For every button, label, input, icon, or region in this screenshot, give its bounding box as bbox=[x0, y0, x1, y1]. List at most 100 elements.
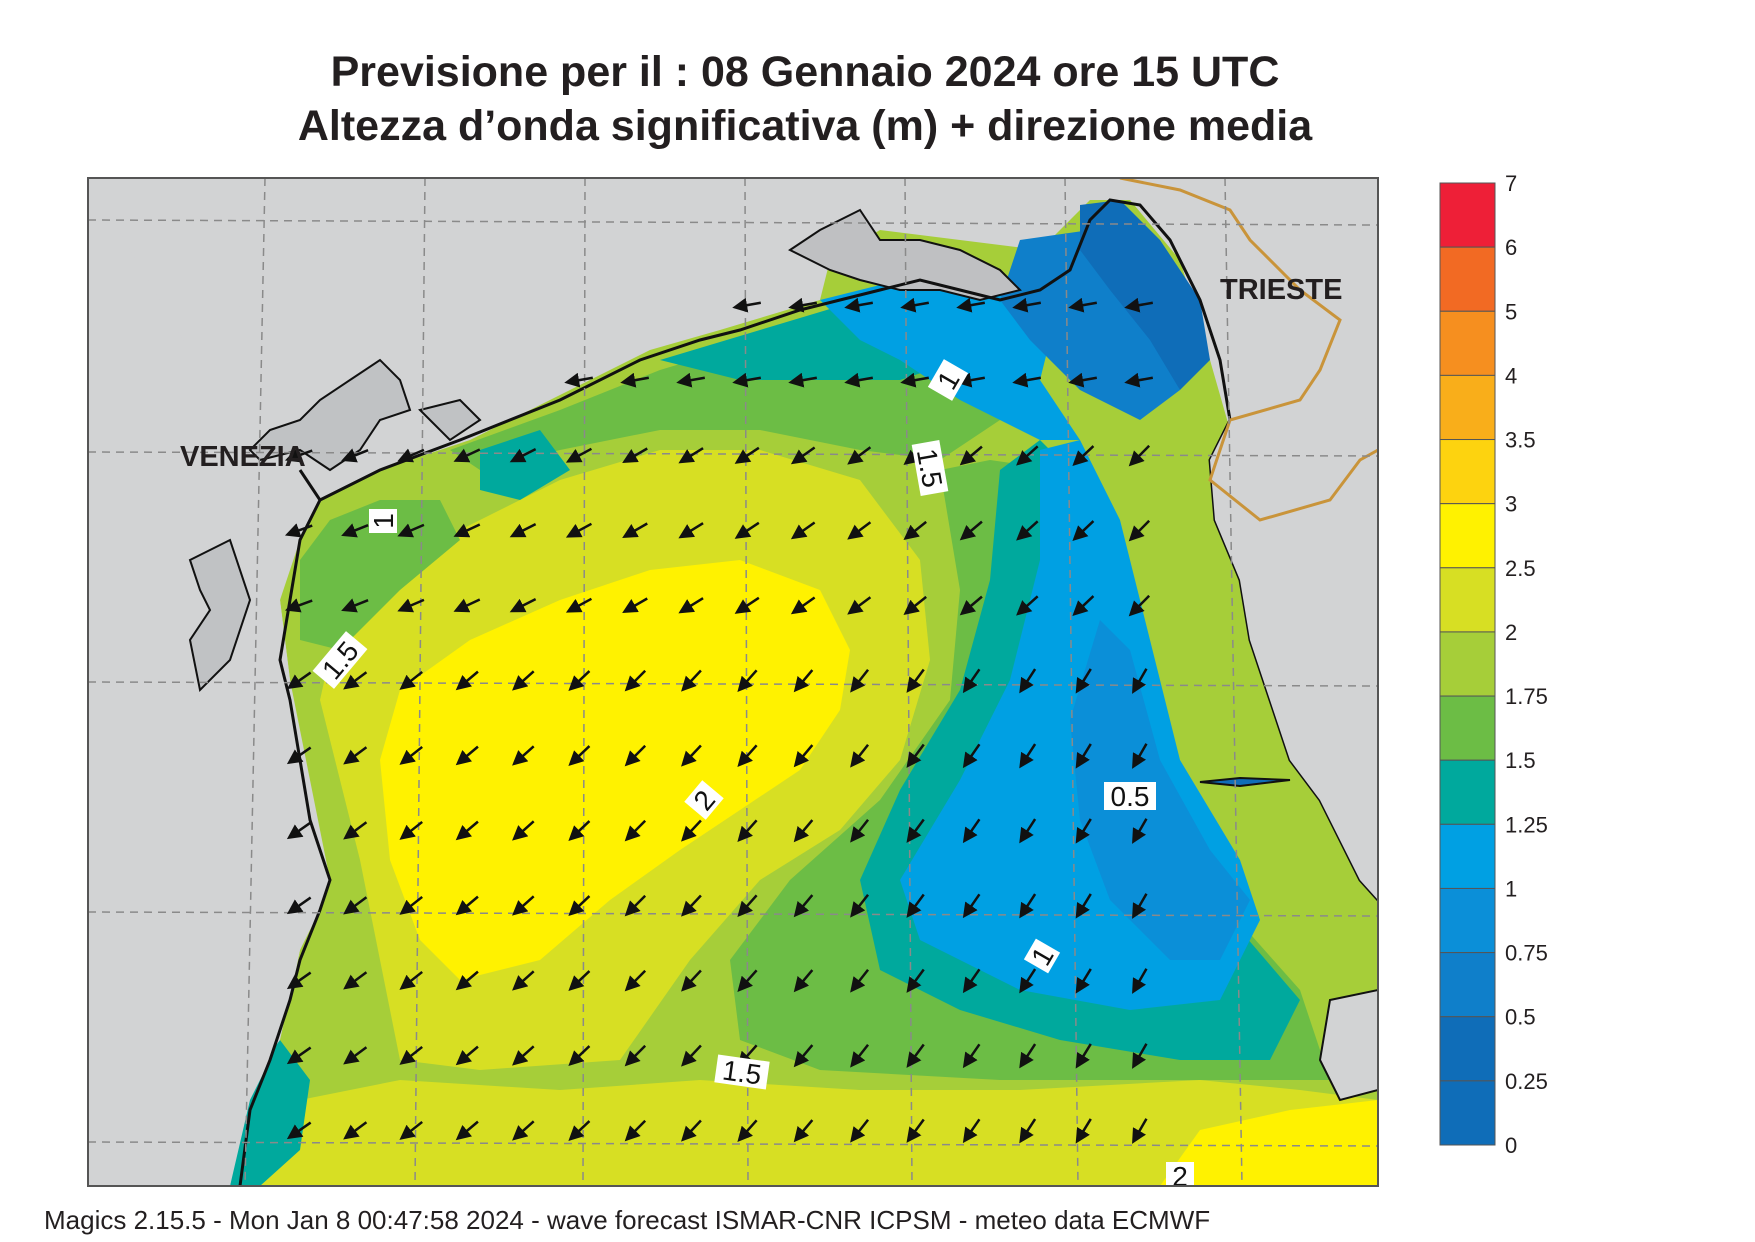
wave-arrow bbox=[1075, 893, 1092, 919]
legend-swatch bbox=[1439, 310, 1496, 376]
wave-arrow bbox=[397, 448, 425, 463]
legend-swatch bbox=[1439, 503, 1496, 569]
wave-arrow bbox=[509, 448, 537, 463]
wave-arrow bbox=[678, 522, 704, 539]
wave-arrow bbox=[399, 1120, 423, 1140]
wave-arrow bbox=[568, 895, 591, 916]
wave-arrow bbox=[1075, 1118, 1092, 1144]
wave-arrow bbox=[737, 744, 758, 767]
wave-arrow bbox=[1068, 372, 1098, 388]
wave-arrow bbox=[455, 820, 479, 841]
legend-swatch bbox=[1439, 631, 1496, 697]
wave-arrow bbox=[1019, 1118, 1037, 1144]
legend-swatch bbox=[1439, 823, 1496, 889]
wave-arrow bbox=[568, 745, 591, 766]
legend-swatch bbox=[1439, 1080, 1496, 1146]
wave-arrow bbox=[850, 744, 870, 768]
legend-label: 0 bbox=[1505, 1133, 1517, 1158]
wave-arrow bbox=[962, 818, 981, 844]
wave-arrow bbox=[399, 895, 423, 915]
wave-arrow bbox=[455, 895, 479, 916]
wave-arrow bbox=[341, 598, 369, 613]
wave-arrow bbox=[734, 596, 760, 614]
wave-arrow bbox=[564, 372, 594, 388]
wave-arrow bbox=[286, 821, 312, 840]
zone-south-1-75 bbox=[260, 1080, 1378, 1186]
coastline-north bbox=[319, 198, 1378, 902]
wave-arrow bbox=[681, 1119, 702, 1142]
city-label-trieste: TRIESTE bbox=[1220, 274, 1342, 306]
wave-arrow bbox=[455, 1045, 479, 1066]
wave-arrow bbox=[681, 969, 702, 992]
wave-arrow bbox=[624, 969, 647, 992]
wave-arrow bbox=[1132, 818, 1148, 844]
wave-arrow bbox=[1128, 519, 1151, 542]
wave-arrow bbox=[793, 819, 814, 843]
wave-arrow bbox=[962, 893, 981, 919]
map-area: 1 1.5 1 1.5 2 0.5 bbox=[88, 178, 1378, 1186]
wave-arrow bbox=[1075, 968, 1092, 994]
wave-arrow bbox=[681, 669, 702, 692]
wave-arrow bbox=[1075, 1043, 1092, 1069]
zone-0-5-north bbox=[1000, 230, 1180, 420]
wave-arrow bbox=[847, 521, 872, 540]
wave-arrow bbox=[512, 1120, 535, 1141]
legend-label: 3 bbox=[1505, 492, 1517, 517]
wave-arrow bbox=[509, 598, 537, 613]
legend-swatch bbox=[1439, 567, 1496, 633]
wave-arrow bbox=[284, 448, 313, 463]
legend-label: 0.5 bbox=[1505, 1005, 1536, 1030]
wave-arrow bbox=[399, 1045, 423, 1065]
wave-arrow bbox=[624, 669, 647, 692]
legend-swatch bbox=[1439, 439, 1496, 505]
wave-arrow bbox=[1072, 595, 1095, 617]
wave-arrow bbox=[397, 598, 425, 613]
east-land-south bbox=[1318, 988, 1378, 1102]
wave-arrow bbox=[903, 520, 927, 540]
wave-arrow bbox=[959, 520, 983, 541]
wave-arrow bbox=[850, 894, 870, 918]
wave-arrow bbox=[850, 1119, 870, 1143]
legend-label: 0.75 bbox=[1505, 941, 1548, 966]
wave-arrow bbox=[1072, 445, 1095, 467]
wave-arrow bbox=[343, 746, 368, 765]
legend-label: 1.25 bbox=[1505, 812, 1548, 837]
wave-arrow bbox=[850, 969, 870, 993]
wave-arrow bbox=[903, 595, 927, 615]
wave-arrow bbox=[568, 670, 591, 691]
zone-south-2 bbox=[1160, 1100, 1378, 1186]
legend-swatch bbox=[1439, 1016, 1496, 1082]
wave-arrow bbox=[343, 671, 368, 690]
wave-arrow bbox=[455, 1120, 479, 1141]
zone-0-25-trieste bbox=[1080, 200, 1210, 390]
wave-arrow bbox=[343, 821, 368, 840]
legend-label: 6 bbox=[1505, 235, 1517, 260]
wave-arrow bbox=[284, 523, 313, 538]
wave-arrow bbox=[906, 1118, 925, 1143]
wave-arrow bbox=[1019, 893, 1037, 919]
wave-arrow bbox=[1128, 594, 1151, 617]
wave-arrow bbox=[956, 297, 986, 313]
wave-arrow bbox=[737, 969, 758, 992]
wave-arrow bbox=[453, 448, 481, 463]
wave-arrow bbox=[284, 598, 313, 613]
wave-arrow bbox=[399, 670, 423, 690]
wave-arrow bbox=[1019, 1043, 1037, 1069]
legend-label: 5 bbox=[1505, 299, 1517, 324]
wave-arrow bbox=[793, 894, 814, 918]
national-border bbox=[1119, 178, 1378, 522]
legend-label: 1.5 bbox=[1505, 748, 1536, 773]
wave-arrow bbox=[622, 597, 648, 614]
city-label-venezia: VENEZIA bbox=[180, 441, 306, 473]
wave-arrow bbox=[568, 970, 591, 991]
wave-arrow bbox=[906, 1043, 925, 1068]
wave-arrow bbox=[900, 372, 930, 388]
wave-arrow bbox=[1019, 668, 1037, 694]
legend-label: 4 bbox=[1505, 363, 1517, 388]
wave-arrow bbox=[1019, 818, 1037, 844]
wave-arrow bbox=[790, 521, 816, 540]
wave-arrow bbox=[788, 372, 818, 388]
wave-arrow bbox=[512, 820, 535, 841]
wave-arrow bbox=[622, 447, 648, 464]
title-line-2: Altezza d’onda significativa (m) + direz… bbox=[297, 102, 1313, 150]
